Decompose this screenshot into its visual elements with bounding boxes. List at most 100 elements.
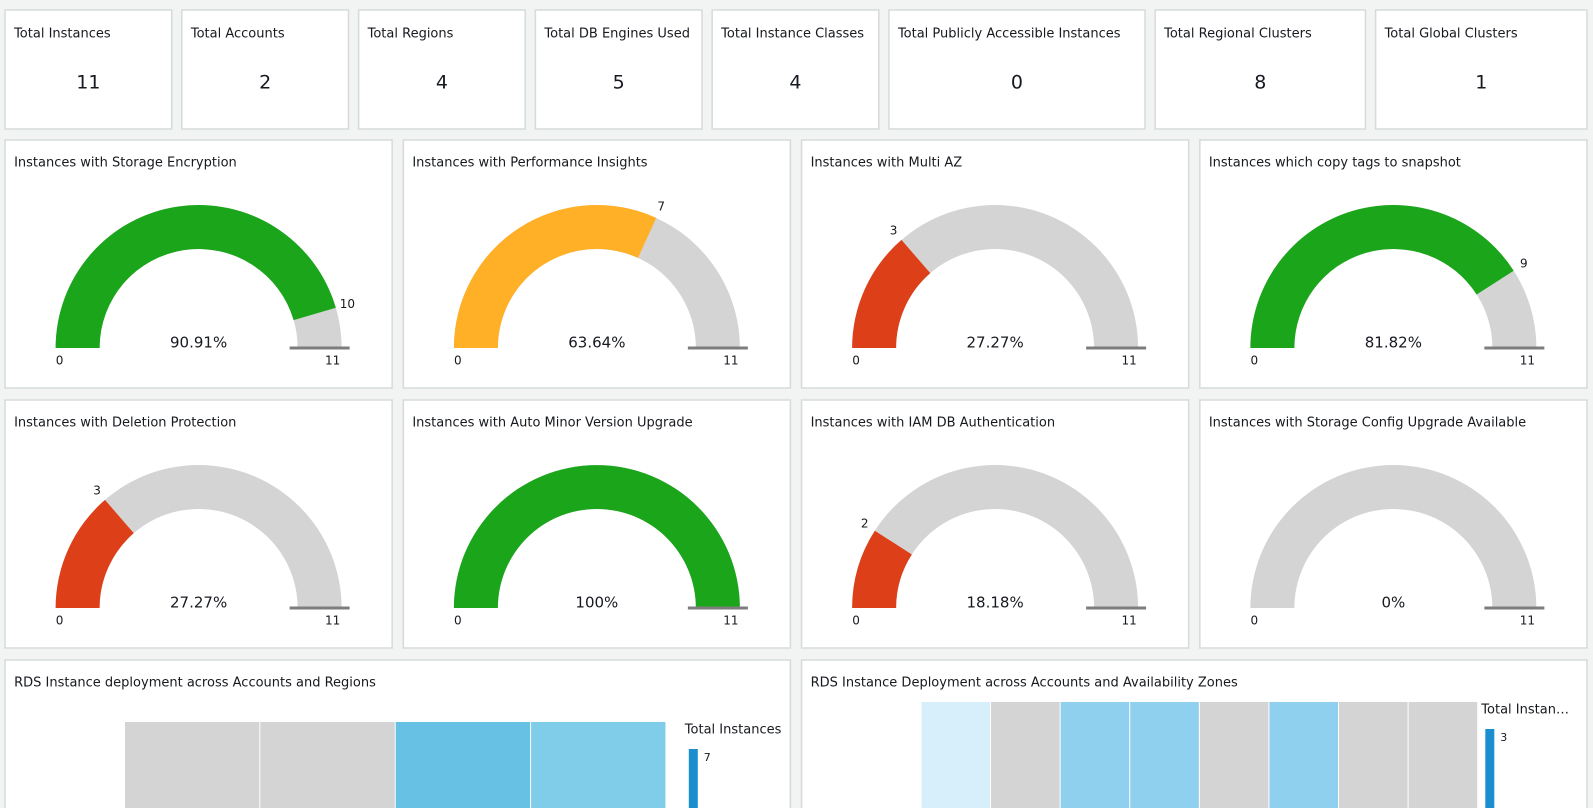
gauge-min: 0 <box>454 614 462 628</box>
gauge-title: Instances with Performance Insights <box>412 156 647 171</box>
heatmap-cell <box>1269 702 1339 808</box>
gauge-fill <box>453 465 740 608</box>
kpi-card: Total Regional Clusters 8 <box>1154 9 1367 130</box>
heatmap-panel: RDS Instance Deployment across Accounts … <box>800 659 1588 808</box>
gauge-value-label: 7 <box>657 200 665 214</box>
legend-title: Total Instances <box>684 723 782 738</box>
gauge-title: Instances with IAM DB Authentication <box>811 416 1055 431</box>
heatmap-panel: RDS Instance deployment across Accounts … <box>4 659 792 808</box>
gauge-track <box>852 205 1139 348</box>
card <box>711 9 880 130</box>
kpi-card: Total Global Clusters 1 <box>1374 9 1588 130</box>
gauge-title: Instances with Storage Config Upgrade Av… <box>1209 416 1526 431</box>
gauge-panel: Instances with Deletion Protection 0 11 27.… <box>4 399 393 649</box>
gauge-fill <box>55 499 134 608</box>
gauge-panel: Instances with Auto Minor Version Upgrad… <box>402 399 792 649</box>
gauge-max: 11 <box>723 354 738 368</box>
kpi-label: Total Instance Classes <box>720 27 864 42</box>
gauge-max: 11 <box>1520 614 1535 628</box>
gauge-min: 0 <box>852 354 860 368</box>
gauge-percent: 0% <box>1381 594 1405 612</box>
gauge-percent: 63.64% <box>568 334 625 352</box>
heatmap-cell <box>1408 702 1478 808</box>
kpi-card: Total Instance Classes 4 <box>711 9 880 130</box>
heatmap-cell <box>531 722 666 808</box>
heatmap-cell <box>991 702 1060 808</box>
kpi-value: 2 <box>259 72 271 94</box>
kpi-card: Total Regions 4 <box>357 9 526 130</box>
gauge-percent: 81.82% <box>1365 334 1422 352</box>
kpi-label: Total Accounts <box>190 27 285 42</box>
gauge-min: 0 <box>1251 354 1259 368</box>
gauge-fill <box>55 205 336 348</box>
gauge-track <box>852 465 1139 608</box>
gauge-title: Instances with Multi AZ <box>811 156 963 171</box>
gauge-percent: 27.27% <box>170 594 227 612</box>
card <box>888 9 1146 130</box>
legend-max: 7 <box>704 751 711 764</box>
kpi-label: Total DB Engines Used <box>543 27 690 42</box>
gauge-min: 0 <box>56 354 64 368</box>
heatmap-cell <box>1339 702 1408 808</box>
gauge-panel: Instances with Performance Insights 0 11 63… <box>402 139 792 389</box>
gauge-percent: 27.27% <box>967 334 1024 352</box>
gauge-track <box>1250 464 1537 608</box>
heatmap-cell <box>395 722 531 808</box>
gauge-title: Instances with Storage Encryption <box>14 156 237 171</box>
kpi-value: 11 <box>76 72 100 94</box>
gauge-fill <box>1250 205 1514 348</box>
gauge-panel: Instances with Multi AZ 0 11 27.27% 3 <box>800 139 1190 389</box>
gauge-percent: 18.18% <box>967 594 1024 612</box>
kpi-label: Total Instances <box>13 27 111 42</box>
heatmap-cell <box>921 702 991 808</box>
panel-title: RDS Instance Deployment across Accounts … <box>811 676 1238 691</box>
gauge-min: 0 <box>56 614 64 628</box>
card <box>357 9 526 130</box>
heatmap-cell <box>124 722 260 808</box>
gauge-fill <box>852 530 912 608</box>
gauge-value-label: 10 <box>340 297 355 311</box>
gauge-percent: 100% <box>575 594 618 612</box>
card <box>1374 9 1588 130</box>
panel-title: RDS Instance deployment across Accounts … <box>14 676 376 691</box>
kpi-label: Total Regions <box>367 27 454 42</box>
legend-bar <box>688 749 698 808</box>
kpi-value: 4 <box>436 72 448 94</box>
kpi-card: Total Publicly Accessible Instances 0 <box>888 9 1146 130</box>
gauge-panel: Instances with Storage Encryption 0 11 90.9… <box>4 139 393 389</box>
gauge-panel: Instances which copy tags to snapshot 0 11… <box>1199 139 1588 389</box>
heatmap-cell <box>1060 702 1130 808</box>
legend-title: Total Instan… <box>1480 703 1569 718</box>
gauge-min: 0 <box>454 354 462 368</box>
gauge-panel: Instances with Storage Config Upgrade Av… <box>1199 399 1588 649</box>
kpi-card: Total Instances 11 <box>4 9 173 130</box>
gauge-value-label: 3 <box>93 483 101 497</box>
gauge-panel: Instances with IAM DB Authentication 0 11 1… <box>800 399 1190 649</box>
gauge-min: 0 <box>852 614 860 628</box>
gauge-max: 11 <box>723 614 738 628</box>
legend-max: 3 <box>1500 731 1507 744</box>
kpi-value: 5 <box>613 72 625 94</box>
kpi-value: 1 <box>1475 72 1487 94</box>
gauge-value-label: 2 <box>861 517 869 531</box>
gauge-value-label: 9 <box>1520 257 1528 271</box>
gauge-max: 11 <box>1121 354 1136 368</box>
gauge-max: 11 <box>1121 614 1136 628</box>
gauge-title: Instances with Auto Minor Version Upgrad… <box>412 416 692 431</box>
kpi-label: Total Global Clusters <box>1384 27 1518 42</box>
gauge-title: Instances with Deletion Protection <box>14 416 236 431</box>
kpi-label: Total Regional Clusters <box>1163 27 1312 42</box>
gauge-fill <box>453 205 657 348</box>
gauge-percent: 90.91% <box>170 334 227 352</box>
heatmap-cell <box>1199 702 1269 808</box>
gauge-value-label: 3 <box>890 223 898 237</box>
gauge-min: 0 <box>1251 614 1259 628</box>
kpi-card: Total DB Engines Used 5 <box>534 9 703 130</box>
card <box>4 9 173 130</box>
kpi-value: 4 <box>789 72 801 94</box>
gauge-track <box>55 464 342 608</box>
legend-bar <box>1485 729 1495 808</box>
card <box>181 9 350 130</box>
kpi-value: 8 <box>1254 72 1266 94</box>
